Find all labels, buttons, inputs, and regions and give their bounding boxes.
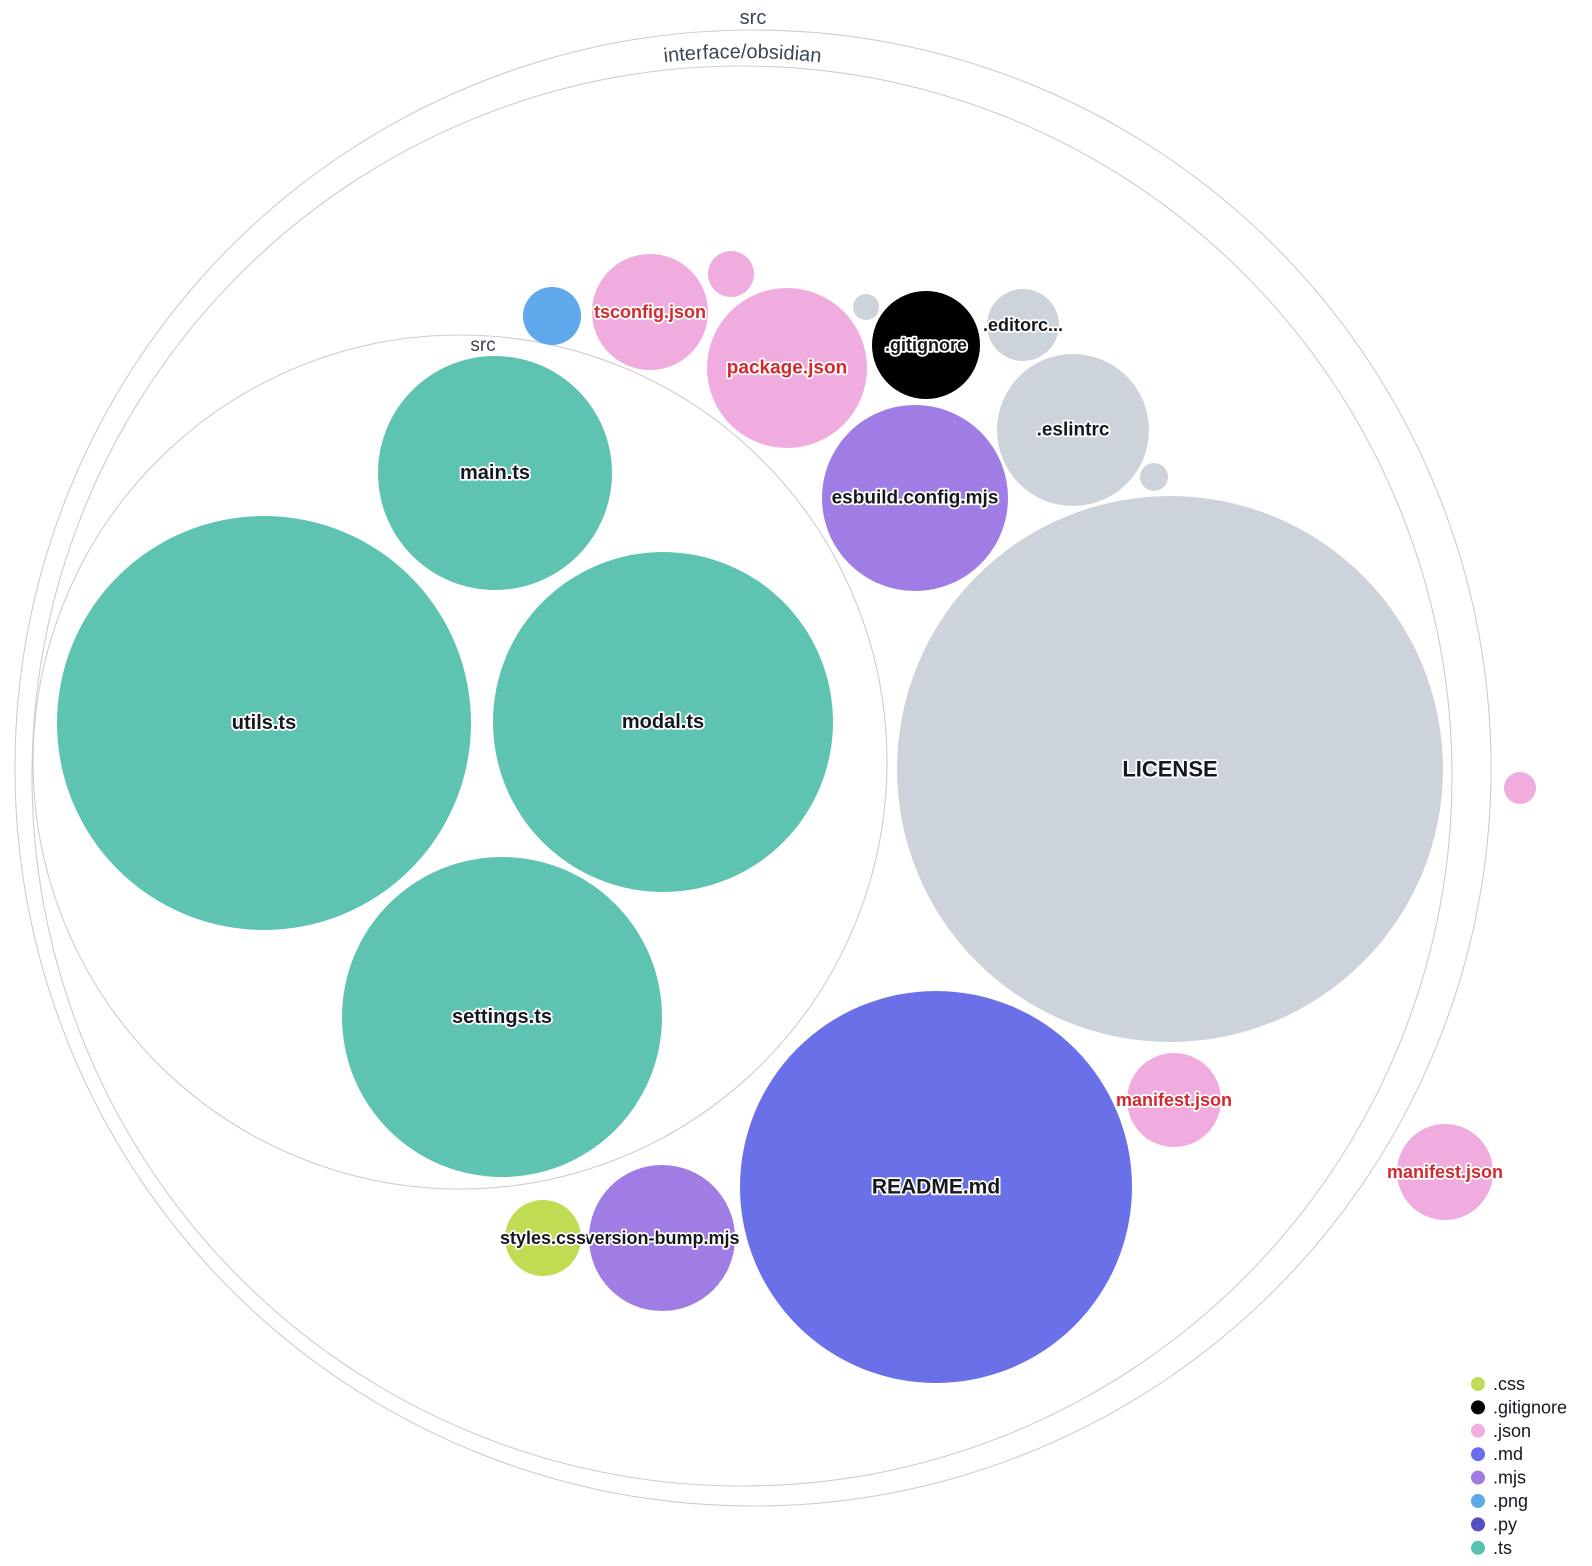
bubble-label-esbuild-config-mjs: esbuild.config.mjs xyxy=(832,488,999,509)
folder-circle-repo xyxy=(31,65,1453,1487)
bubble-label-readme-md: README.md xyxy=(872,1176,1000,1199)
folder-label-srcdir: src xyxy=(470,335,495,356)
bubble-manifest-json[interactable] xyxy=(1127,1053,1221,1147)
bubble-label-tsconfig-json: tsconfig.json xyxy=(594,302,706,322)
bubble-label-manifest-json: manifest.json xyxy=(1387,1162,1503,1182)
bubble-label-editorc: .editorc... xyxy=(983,315,1063,335)
bubble-unlabeled-other[interactable] xyxy=(853,294,879,320)
folder-label-root: src xyxy=(740,7,767,29)
bubble-label-version-bump-mjs: version-bump.mjs xyxy=(584,1228,739,1248)
bubble-label-main-ts: main.ts xyxy=(460,462,530,484)
legend-label-json: .json xyxy=(1493,1421,1531,1441)
bubble-tsconfig-json[interactable] xyxy=(592,254,708,370)
bubble-label-eslintrc: .eslintrc xyxy=(1037,420,1110,441)
folder-circle-srcdir xyxy=(32,334,888,1190)
bubble-unlabeled-json[interactable] xyxy=(1504,772,1536,804)
bubble-manifest-json[interactable] xyxy=(1397,1124,1493,1220)
legend-dot-md xyxy=(1471,1447,1485,1462)
legend: .css .gitignore .json .md .mjs .png .py .ts xyxy=(1471,1374,1567,1558)
legend-label-ts: .ts xyxy=(1493,1538,1512,1558)
legend-label-css: .css xyxy=(1493,1374,1525,1394)
bubble-label-package-json: package.json xyxy=(727,358,847,379)
legend-dot-gitignore xyxy=(1471,1400,1485,1415)
folder-label-repo: interface/obsidian xyxy=(662,41,822,67)
bubble-gitignore[interactable] xyxy=(872,291,980,399)
bubble-label-settings-ts: settings.ts xyxy=(452,1006,552,1028)
legend-dot-mjs xyxy=(1471,1470,1485,1485)
bubble-label-modal-ts: modal.ts xyxy=(622,711,704,733)
bubble-label-styles-css: styles.css xyxy=(500,1228,586,1248)
bubble-modal-ts[interactable] xyxy=(493,552,833,892)
legend-label-png: .png xyxy=(1493,1491,1528,1511)
bubble-label-gitignore: .gitignore xyxy=(885,335,967,355)
bubble-esbuild-config-mjs[interactable] xyxy=(822,405,1008,591)
bubble-styles-css[interactable] xyxy=(505,1200,581,1276)
legend-dot-py xyxy=(1471,1517,1485,1532)
legend-label-py: .py xyxy=(1493,1514,1517,1534)
bubble-editorc[interactable] xyxy=(987,289,1059,361)
bubble-unlabeled-json[interactable] xyxy=(708,251,754,297)
bubble-package-json[interactable] xyxy=(707,288,867,448)
bubble-unlabeled-other[interactable] xyxy=(1140,463,1168,491)
legend-dot-ts xyxy=(1471,1540,1485,1555)
legend-dot-png xyxy=(1471,1494,1485,1508)
legend-label-gitignore: .gitignore xyxy=(1493,1397,1567,1417)
bubble-readme-md[interactable] xyxy=(740,991,1132,1383)
legend-label-mjs: .mjs xyxy=(1493,1468,1526,1488)
bubble-license[interactable] xyxy=(897,496,1443,1042)
bubble-settings-ts[interactable] xyxy=(342,857,662,1177)
legend-dot-css xyxy=(1471,1377,1485,1391)
bubble-label-utils-ts: utils.ts xyxy=(232,712,296,734)
legend-dot-json xyxy=(1471,1423,1485,1438)
folder-circle-root xyxy=(14,29,1492,1507)
legend-label-md: .md xyxy=(1493,1444,1523,1464)
bubble-main-ts[interactable] xyxy=(378,356,612,590)
bubble-label-manifest-json: manifest.json xyxy=(1116,1090,1232,1110)
bubble-eslintrc[interactable] xyxy=(997,354,1149,506)
bubble-unlabeled-png[interactable] xyxy=(523,287,581,345)
bubble-version-bump-mjs[interactable] xyxy=(589,1165,735,1311)
bubble-utils-ts[interactable] xyxy=(57,516,471,930)
bubble-label-license: LICENSE xyxy=(1122,757,1217,782)
